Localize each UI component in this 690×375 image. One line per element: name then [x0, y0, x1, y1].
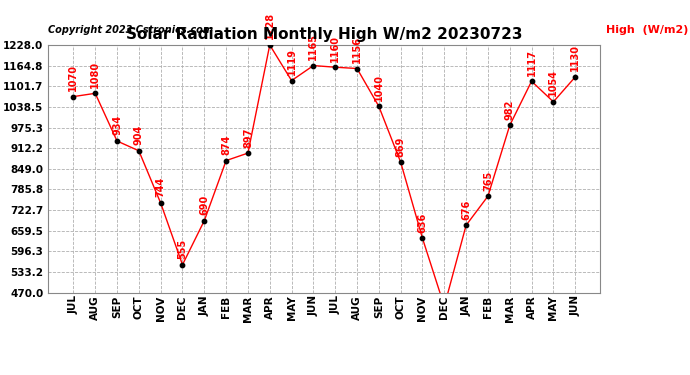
Point	[308, 63, 319, 69]
Point	[242, 150, 253, 156]
Point	[373, 104, 384, 110]
Text: 636: 636	[417, 213, 428, 233]
Point	[90, 90, 101, 96]
Text: 1119: 1119	[286, 48, 297, 75]
Point	[68, 94, 79, 100]
Point	[330, 64, 341, 70]
Text: 869: 869	[395, 136, 406, 157]
Text: 1130: 1130	[570, 45, 580, 72]
Text: 744: 744	[156, 177, 166, 198]
Text: 555: 555	[177, 239, 188, 259]
Text: 1165: 1165	[308, 33, 318, 60]
Text: 1040: 1040	[374, 74, 384, 101]
Point	[286, 78, 297, 84]
Point	[570, 74, 581, 80]
Point	[133, 148, 144, 154]
Point	[461, 222, 472, 228]
Text: 1054: 1054	[549, 69, 558, 96]
Text: 765: 765	[483, 170, 493, 190]
Point	[199, 217, 210, 223]
Text: 934: 934	[112, 115, 122, 135]
Text: 428: 428	[0, 374, 1, 375]
Text: 1228: 1228	[265, 12, 275, 39]
Text: 690: 690	[199, 195, 209, 215]
Point	[395, 159, 406, 165]
Text: 897: 897	[243, 127, 253, 147]
Point	[439, 303, 450, 309]
Title: Solar Radiation Monthly High W/m2 20230723: Solar Radiation Monthly High W/m2 202307…	[126, 27, 522, 42]
Point	[417, 235, 428, 241]
Text: 1070: 1070	[68, 64, 79, 91]
Text: 982: 982	[505, 99, 515, 120]
Text: 874: 874	[221, 135, 231, 155]
Point	[177, 262, 188, 268]
Text: 1080: 1080	[90, 61, 100, 88]
Text: 676: 676	[461, 200, 471, 220]
Point	[504, 122, 515, 128]
Point	[548, 99, 559, 105]
Point	[112, 138, 123, 144]
Text: 1160: 1160	[331, 34, 340, 62]
Point	[155, 200, 166, 206]
Point	[351, 66, 362, 72]
Point	[482, 193, 493, 199]
Point	[526, 78, 537, 84]
Text: 904: 904	[134, 125, 144, 145]
Point	[264, 42, 275, 48]
Point	[221, 158, 232, 164]
Text: 1117: 1117	[526, 49, 537, 76]
Text: Copyright 2023 Cstronics.com: Copyright 2023 Cstronics.com	[48, 25, 213, 35]
Text: High  (W/m2): High (W/m2)	[606, 25, 688, 35]
Text: 1156: 1156	[352, 36, 362, 63]
